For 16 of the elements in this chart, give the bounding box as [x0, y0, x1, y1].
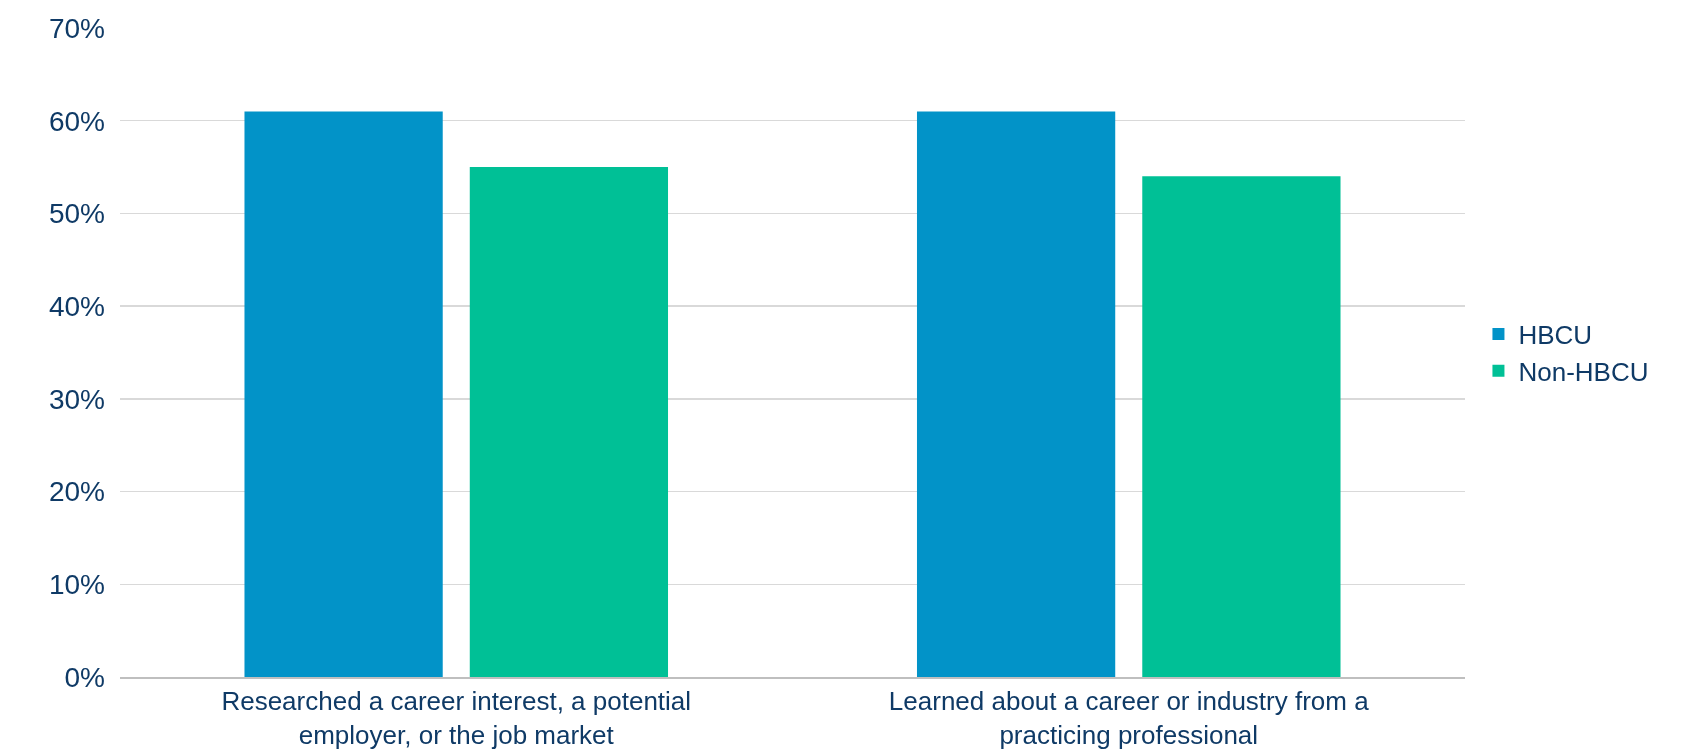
- legend-label: Non-HBCU: [1518, 356, 1649, 387]
- x-tick-label: Researched a career interest, a potential employer, or the job market: [221, 685, 692, 750]
- legend-label: HBCU: [1518, 320, 1593, 351]
- y-tick-label: 30%: [48, 383, 105, 415]
- y-tick-label: 20%: [48, 476, 105, 508]
- y-tick-label: 0%: [64, 661, 105, 693]
- bar: [469, 167, 669, 677]
- bar: [1142, 176, 1341, 677]
- y-tick-label: 60%: [48, 105, 105, 137]
- x-tick-label: Learned about a career or industry from a practicing professional: [888, 685, 1370, 750]
- y-tick-label: 40%: [48, 290, 105, 322]
- y-tick-label: 10%: [48, 569, 105, 601]
- y-tick-label: 70%: [48, 12, 105, 44]
- y-tick-label: 50%: [48, 198, 105, 230]
- bar: [244, 111, 443, 677]
- bar: [916, 111, 1116, 677]
